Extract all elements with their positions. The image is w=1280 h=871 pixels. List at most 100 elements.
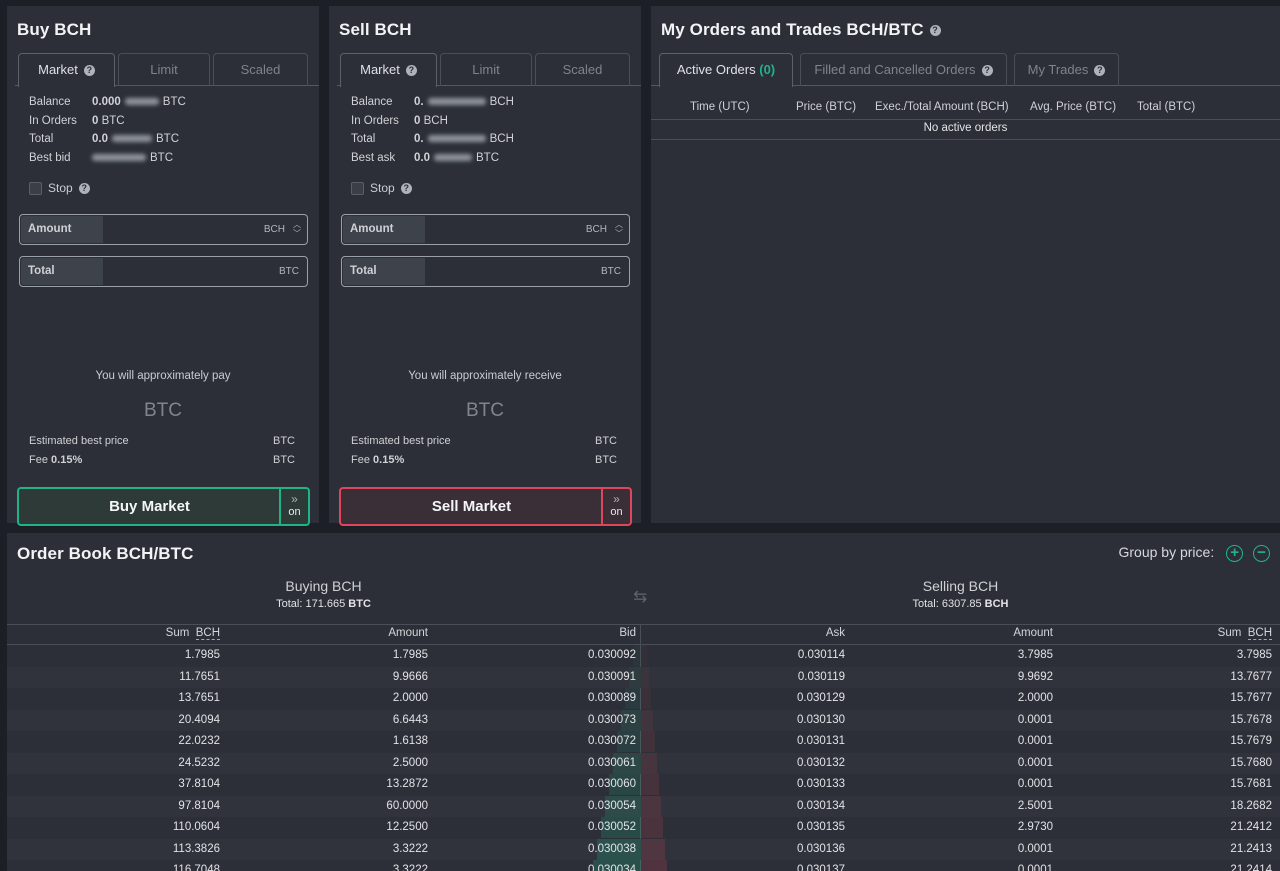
amount-label: Amount	[21, 216, 103, 243]
stepper-icon[interactable]: ︿ ﹀	[293, 220, 301, 238]
my-orders-title: My Orders and Trades BCH/BTC?	[661, 20, 941, 40]
no-orders-text: No active orders	[923, 122, 1008, 134]
order-book-row[interactable]: 97.8104 60.0000 0.030054 0.030134 2.5001 18.2…	[7, 795, 1280, 817]
tab-limit[interactable]: Limit	[440, 53, 532, 86]
ask-price: 0.030119	[797, 670, 845, 683]
help-icon[interactable]: ?	[78, 183, 90, 195]
orders-tabs: Active Orders (0) Filled and Cancelled O…	[651, 53, 1280, 87]
help-icon[interactable]: ?	[1094, 65, 1106, 77]
tab-active-orders[interactable]: Active Orders (0)	[659, 53, 793, 87]
amount-input[interactable]: Amount BCH ︿ ﹀	[341, 214, 630, 245]
order-book-row[interactable]: 24.5232 2.5000 0.030061 0.030132 0.0001 15.76…	[7, 752, 1280, 774]
orders-divider	[651, 119, 1280, 120]
ask-depth-bar	[641, 752, 657, 774]
bid-price: 0.030054	[588, 799, 636, 812]
approx-text: You will approximately pay	[95, 370, 231, 382]
chevron-right-icon: »	[291, 492, 298, 506]
swap-icon[interactable]: ⇆	[633, 587, 648, 606]
bid-depth-bar	[601, 817, 641, 838]
help-icon[interactable]: ?	[400, 183, 412, 195]
order-book-row[interactable]: 13.7651 2.0000 0.030089 0.030129 2.0000 15.76…	[7, 688, 1280, 709]
order-book-row[interactable]: 22.0232 1.6138 0.030072 0.030131 0.0001 15.76…	[7, 731, 1280, 752]
col-time: Time (UTC)	[690, 101, 750, 113]
help-icon[interactable]: ?	[405, 65, 417, 77]
bid-depth-bar	[633, 645, 641, 666]
help-icon[interactable]: ?	[981, 65, 993, 77]
fee-unit: BTC	[273, 454, 295, 466]
buy-market-button[interactable]: Buy Market	[109, 498, 190, 515]
bid-depth-bar	[605, 795, 641, 817]
tab-filled-cancelled[interactable]: Filled and Cancelled Orders?	[800, 53, 1007, 86]
order-book-row[interactable]: 110.0604 12.2500 0.030052 0.030135 2.9730 21.…	[7, 817, 1280, 838]
col-exec-amount: Exec./Total Amount (BCH)	[875, 101, 1009, 113]
selling-total: Total: 6307.85 BCH	[912, 598, 1009, 610]
tab-market-label: Market	[38, 62, 78, 77]
ask-sum: 15.7679	[1230, 735, 1272, 747]
bid-sum: 113.3826	[172, 842, 220, 855]
bid-depth-bar	[629, 666, 641, 688]
ask-amount: 0.0001	[1017, 842, 1053, 855]
total-input[interactable]: Total BTC	[19, 256, 308, 287]
total-input[interactable]: Total BTC	[341, 256, 630, 287]
one-click-toggle[interactable]: » on	[601, 489, 630, 524]
one-click-toggle[interactable]: » on	[279, 489, 308, 524]
checkbox-icon[interactable]	[29, 182, 42, 196]
tab-scaled[interactable]: Scaled	[535, 53, 630, 86]
amount-input[interactable]: Amount BCH ︿ ﹀	[19, 214, 308, 245]
ask-amount: 0.0001	[1017, 756, 1053, 769]
ask-price: 0.030137	[797, 864, 845, 871]
stepper-icon[interactable]: ︿ ﹀	[615, 220, 623, 238]
plus-icon[interactable]: +	[1226, 544, 1244, 562]
buying-total: Total: 171.665 BTC	[276, 598, 371, 610]
tab-market[interactable]: Market?	[18, 53, 115, 87]
ask-depth-bar	[641, 731, 655, 752]
stop-label: Stop	[48, 181, 73, 195]
tab-limit[interactable]: Limit	[118, 53, 210, 86]
checkbox-icon[interactable]	[351, 182, 364, 196]
fee-unit: BTC	[595, 454, 617, 466]
bid-depth-bar	[625, 688, 641, 709]
minus-icon[interactable]: −	[1253, 544, 1270, 562]
estimated-price-label: Estimated best price	[29, 435, 129, 447]
order-book-row[interactable]: 37.8104 13.2872 0.030060 0.030133 0.0001 15.7…	[7, 774, 1280, 795]
col-avg-price: Avg. Price (BTC)	[1030, 101, 1117, 113]
ask-amount-header: Amount	[1013, 627, 1053, 639]
order-book-row[interactable]: 116.7048 3.3222 0.030034 0.030137 0.0001 21.2…	[7, 860, 1280, 871]
sell-market-button[interactable]: Sell Market	[431, 498, 512, 515]
bid-sum: 37.8104	[178, 778, 220, 790]
tab-my-trades[interactable]: My Trades?	[1014, 53, 1119, 86]
tab-scaled[interactable]: Scaled	[213, 53, 308, 86]
help-icon[interactable]: ?	[929, 25, 941, 37]
stop-checkbox[interactable]: Stop?	[29, 181, 90, 196]
approx-unit: BTC	[144, 400, 182, 421]
ask-price: 0.030136	[797, 842, 845, 855]
fee-label: Fee 0.15%	[29, 454, 83, 466]
bid-amount: 6.6443	[392, 713, 428, 726]
stop-label: Stop	[370, 181, 395, 195]
help-icon[interactable]: ?	[83, 65, 95, 77]
stop-checkbox[interactable]: Stop?	[351, 181, 412, 196]
order-book-row[interactable]: 1.7985 1.7985 0.030092 0.030114 3.7985 3.7985	[7, 645, 1280, 666]
tab-market[interactable]: Market?	[340, 53, 437, 87]
balance-label: Balance	[29, 96, 71, 108]
amount-unit: BCH	[585, 224, 607, 235]
total-field-label: Total	[21, 258, 103, 285]
ask-depth-bar	[641, 666, 649, 688]
ask-amount: 0.0001	[1017, 713, 1053, 726]
bid-price: 0.030091	[588, 670, 636, 683]
order-book-row[interactable]: 11.7651 9.9666 0.030091 0.030119 9.9692 13.76…	[7, 666, 1280, 688]
group-by-price: Group by price: + −	[1119, 544, 1270, 562]
bid-amount-header: Amount	[388, 627, 428, 639]
bid-sum-header: Sum BCH	[165, 627, 220, 640]
approx-unit: BTC	[466, 400, 504, 421]
order-book-row[interactable]: 113.3826 3.3222 0.030038 0.030136 0.0001 21.2…	[7, 838, 1280, 860]
col-total: Total (BTC)	[1137, 101, 1196, 113]
balance-value: 0.000 BTC	[92, 96, 186, 108]
ask-depth-bar	[641, 645, 647, 666]
estimated-price-unit: BTC	[595, 435, 617, 447]
ask-sum: 15.7681	[1230, 778, 1272, 790]
bid-depth-bar	[617, 731, 641, 752]
ask-price: 0.030135	[797, 821, 845, 833]
ask-price: 0.030134	[797, 799, 845, 812]
order-book-row[interactable]: 20.4094 6.6443 0.030073 0.030130 0.0001 15.76…	[7, 709, 1280, 731]
